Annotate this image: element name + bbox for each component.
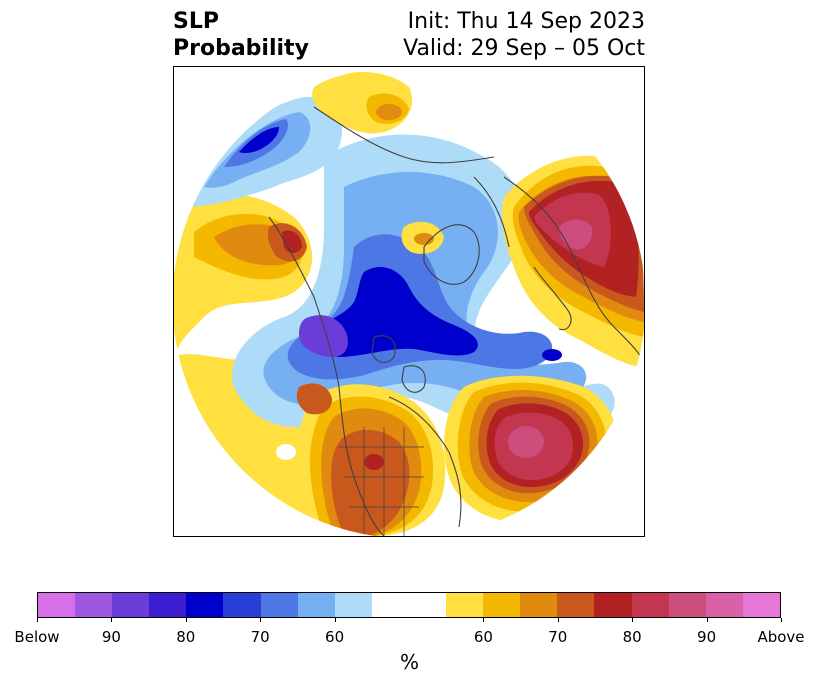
colorbar-segment: [149, 593, 187, 617]
colorbar-tick-label: 80: [622, 628, 642, 646]
colorbar-tick-mark: [111, 618, 113, 622]
anomaly-above-west-deep: [282, 230, 302, 253]
anomaly-above-east-extreme: [559, 219, 593, 250]
colorbar-unit: %: [399, 650, 419, 674]
colorbar-segment: [112, 593, 150, 617]
colorbar-segment: [705, 593, 743, 617]
anomaly-above-alaska-pocket: [296, 383, 332, 415]
colorbar-tick-mark: [557, 618, 559, 622]
colorbar-segment: [483, 593, 521, 617]
colorbar-neutral-segment: [371, 593, 447, 617]
colorbar-segment: [446, 593, 484, 617]
anomaly-above-central-small-core: [414, 233, 434, 245]
coastline-asia-north: [313, 106, 495, 164]
colorbar-segment: [38, 593, 76, 617]
colorbar-tick-label: Above: [757, 628, 805, 646]
colorbar-segment: [668, 593, 706, 617]
colorbar-tick-label: Below: [14, 628, 60, 646]
colorbar-segment: [334, 593, 372, 617]
map-panel: [173, 66, 645, 537]
colorbar-tick-mark: [483, 618, 485, 622]
coastline-north-america-east: [388, 396, 462, 528]
colorbar-tick-label: 70: [250, 628, 270, 646]
anomaly-below-small-east: [542, 349, 562, 361]
colorbar-tick-label: 90: [101, 628, 121, 646]
coastline-eurasia: [503, 176, 644, 363]
coastline-greenland: [423, 224, 480, 285]
chart-title: SLP Probability: [173, 8, 309, 62]
colorbar-segment: [297, 593, 335, 617]
colorbar-tick-label: 90: [697, 628, 717, 646]
anomaly-above-north-core: [376, 104, 402, 120]
colorbar-segment: [223, 593, 261, 617]
colorbar-segment: [260, 593, 298, 617]
anomaly-white-pocket: [276, 444, 296, 460]
colorbar-tick-label: 80: [176, 628, 196, 646]
colorbar-tick-mark: [334, 618, 336, 622]
anomaly-above-namerica-red: [364, 454, 384, 470]
colorbar: [37, 592, 781, 618]
title-line-1: SLP: [173, 9, 219, 34]
anomaly-below-northwest-strong: [239, 127, 279, 154]
colorbar-segment: [520, 593, 558, 617]
colorbar-tick-mark: [706, 618, 708, 622]
colorbar-tick-mark: [185, 618, 187, 622]
colorbar-tick-labels: Below 90 80 70 60 60 70 80 90 Above: [14, 628, 804, 648]
anomaly-above-namerica-strong: [331, 429, 410, 536]
colorbar-segment: [631, 593, 669, 617]
coastlines: [268, 106, 644, 536]
init-date: Init: Thu 14 Sep 2023: [407, 9, 645, 34]
anomaly-below-extreme: [299, 315, 349, 358]
polar-map: [174, 67, 644, 536]
anomaly-below-central-strong: [307, 267, 478, 357]
probability-field: [174, 67, 644, 536]
colorbar-tick-mark: [37, 618, 38, 622]
us-state-borders: [339, 427, 424, 536]
colorbar-segment: [742, 593, 780, 617]
coastline-scandinavia: [533, 266, 572, 331]
colorbar-segment: [186, 593, 224, 617]
colorbar-segment: [557, 593, 595, 617]
colorbar-tick-label: 70: [548, 628, 568, 646]
colorbar-tick-mark: [781, 618, 782, 622]
colorbar-tick-label: 60: [473, 628, 493, 646]
coastline-europe: [473, 176, 510, 248]
coastline-north-america-west: [268, 216, 385, 536]
colorbar-tick-label: 60: [325, 628, 345, 646]
colorbar-tick-mark: [632, 618, 634, 622]
colorbar-segment: [594, 593, 632, 617]
valid-range: Valid: 29 Sep – 05 Oct: [403, 36, 645, 61]
coastline-hudson: [401, 365, 426, 393]
coastline-canada-islands: [371, 335, 396, 363]
colorbar-tick-mark: [260, 618, 262, 622]
colorbar-segment: [75, 593, 113, 617]
anomaly-above-atlantic-extreme: [508, 426, 544, 458]
title-line-2: Probability: [173, 36, 309, 61]
date-info: Init: Thu 14 Sep 2023 Valid: 29 Sep – 05…: [403, 8, 645, 62]
